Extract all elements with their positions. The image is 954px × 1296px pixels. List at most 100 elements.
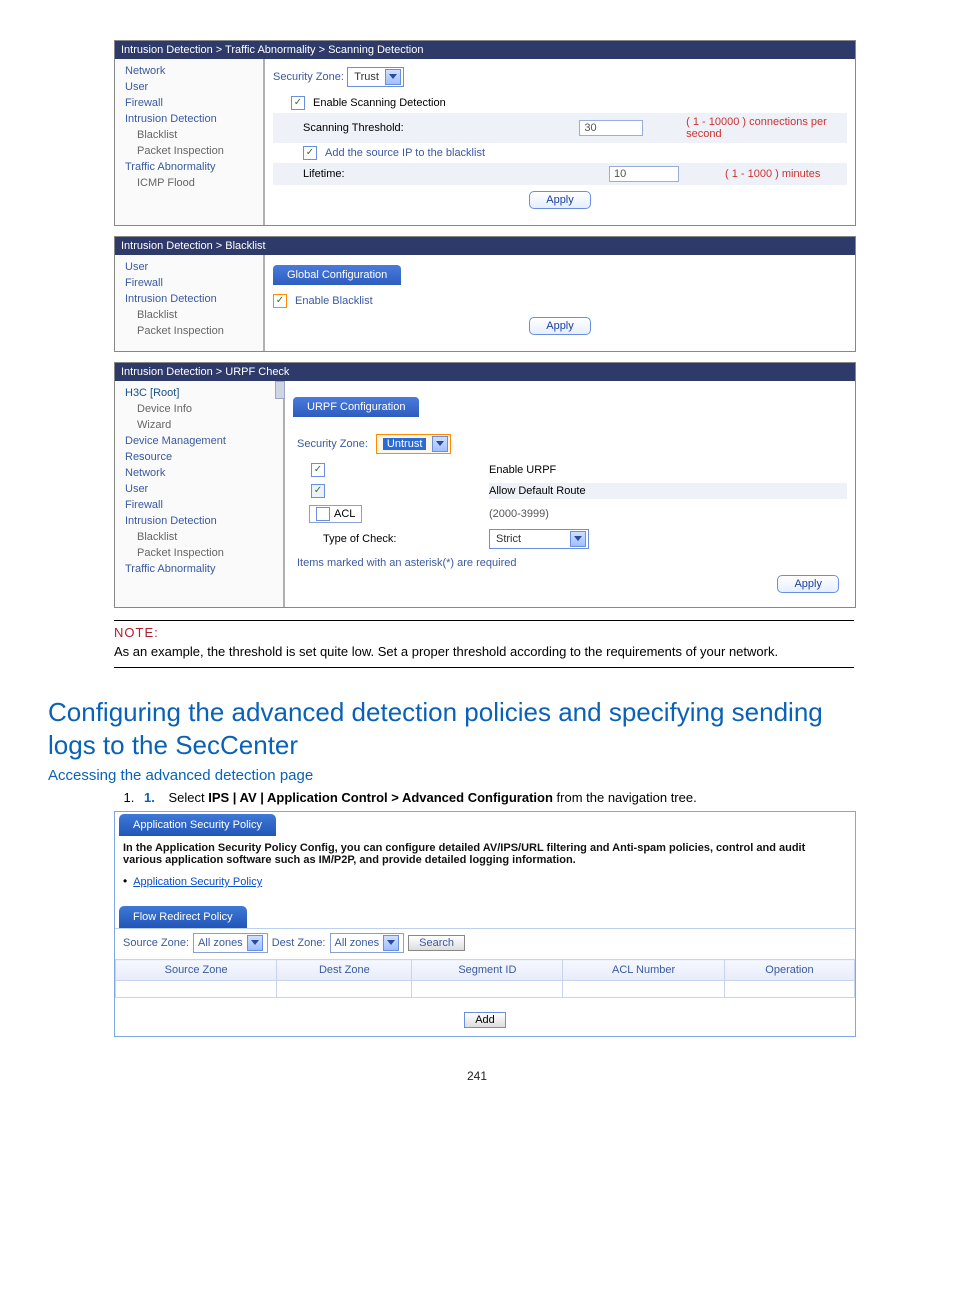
- acl-inner-checkbox[interactable]: [316, 507, 330, 521]
- flow-redirect-table: Source Zone Dest Zone Segment ID ACL Num…: [115, 959, 855, 998]
- nav-network[interactable]: Network: [115, 63, 263, 79]
- security-zone-value: Trust: [354, 71, 379, 83]
- acl-checkbox[interactable]: ACL: [309, 505, 362, 523]
- scroll-handle[interactable]: [275, 381, 285, 399]
- required-note: Items marked with an asterisk(*) are req…: [293, 553, 847, 569]
- security-zone-label: Security Zone:: [273, 71, 344, 83]
- enable-urpf-checkbox[interactable]: [311, 463, 325, 477]
- nav-packet-inspection[interactable]: Packet Inspection: [115, 323, 263, 339]
- col-operation[interactable]: Operation: [724, 960, 854, 981]
- nav-firewall[interactable]: Firewall: [115, 275, 263, 291]
- chevron-down-icon[interactable]: [247, 935, 263, 951]
- nav-firewall[interactable]: Firewall: [115, 95, 263, 111]
- add-source-label: Add the source IP to the blacklist: [325, 147, 485, 159]
- step-1-prefix: Select: [168, 790, 208, 805]
- col-dest-zone[interactable]: Dest Zone: [277, 960, 412, 981]
- chevron-down-icon[interactable]: [432, 436, 448, 452]
- acl-hint: (2000-3999): [489, 508, 847, 520]
- chevron-down-icon[interactable]: [385, 69, 401, 85]
- nav-resource[interactable]: Resource: [115, 449, 283, 465]
- app-security-link[interactable]: Application Security Policy: [133, 876, 262, 888]
- acl-label: ACL: [334, 508, 355, 520]
- nav-user[interactable]: User: [115, 481, 283, 497]
- add-button[interactable]: Add: [464, 1012, 506, 1028]
- security-zone-label: Security Zone:: [297, 438, 368, 450]
- type-label: Type of Check:: [309, 533, 396, 545]
- nav-traffic-abnormality[interactable]: Traffic Abnormality: [115, 159, 263, 175]
- step-1-suffix: from the navigation tree.: [553, 790, 697, 805]
- nav-user[interactable]: User: [115, 79, 263, 95]
- nav-packet-inspection[interactable]: Packet Inspection: [115, 545, 283, 561]
- nav-device-mgmt[interactable]: Device Management: [115, 433, 283, 449]
- nav-tree: H3C [Root] Device Info Wizard Device Man…: [115, 381, 285, 607]
- threshold-input[interactable]: 30: [579, 120, 643, 136]
- app-security-desc: In the Application Security Policy Confi…: [115, 836, 855, 868]
- nav-blacklist[interactable]: Blacklist: [115, 127, 263, 143]
- step-number: 1.: [144, 790, 155, 805]
- step-1: 1. Select IPS | AV | Application Control…: [138, 790, 954, 805]
- subsection-title: Accessing the advanced detection page: [48, 767, 954, 784]
- table-row: [116, 981, 855, 998]
- nav-network[interactable]: Network: [115, 465, 283, 481]
- type-select[interactable]: Strict: [489, 529, 589, 549]
- chevron-down-icon[interactable]: [383, 935, 399, 951]
- enable-scanning-label: Enable Scanning Detection: [313, 97, 446, 109]
- lifetime-input[interactable]: 10: [609, 166, 679, 182]
- apply-button[interactable]: Apply: [777, 575, 839, 593]
- nav-user[interactable]: User: [115, 259, 263, 275]
- type-value: Strict: [496, 533, 521, 545]
- nav-device-info[interactable]: Device Info: [115, 401, 283, 417]
- col-source-zone[interactable]: Source Zone: [116, 960, 277, 981]
- enable-urpf-label: Enable URPF: [489, 464, 847, 476]
- apply-button[interactable]: Apply: [529, 191, 591, 209]
- nav-root[interactable]: H3C [Root]: [115, 385, 283, 401]
- section-title: Configuring the advanced detection polic…: [48, 696, 848, 761]
- breadcrumb: Intrusion Detection > Traffic Abnormalit…: [115, 41, 855, 59]
- nav-tree: User Firewall Intrusion Detection Blackl…: [115, 255, 265, 351]
- page-number: 241: [0, 1069, 954, 1083]
- src-zone-select[interactable]: All zones: [193, 933, 268, 953]
- nav-wizard[interactable]: Wizard: [115, 417, 283, 433]
- nav-icmp-flood[interactable]: ICMP Flood: [115, 175, 263, 191]
- src-zone-label: Source Zone:: [123, 937, 189, 949]
- nav-blacklist[interactable]: Blacklist: [115, 529, 283, 545]
- security-zone-select[interactable]: Trust: [347, 67, 404, 87]
- enable-blacklist-label: Enable Blacklist: [295, 295, 373, 307]
- app-security-panel: Application Security Policy In the Appli…: [114, 811, 856, 1037]
- allow-default-checkbox[interactable]: [311, 484, 325, 498]
- dst-zone-value: All zones: [335, 937, 380, 949]
- breadcrumb: Intrusion Detection > URPF Check: [115, 363, 855, 381]
- security-zone-select[interactable]: Untrust: [376, 434, 451, 454]
- nav-firewall[interactable]: Firewall: [115, 497, 283, 513]
- threshold-hint: ( 1 - 10000 ) connections per second: [686, 116, 847, 140]
- col-segment-id[interactable]: Segment ID: [412, 960, 563, 981]
- urpf-config-tab[interactable]: URPF Configuration: [293, 397, 419, 417]
- apply-button[interactable]: Apply: [529, 317, 591, 335]
- chevron-down-icon[interactable]: [570, 531, 586, 547]
- col-acl-number[interactable]: ACL Number: [563, 960, 725, 981]
- allow-default-label: Allow Default Route: [489, 483, 847, 499]
- note-body: As an example, the threshold is set quit…: [114, 640, 854, 668]
- enable-scanning-checkbox[interactable]: [291, 96, 305, 110]
- dst-zone-select[interactable]: All zones: [330, 933, 405, 953]
- step-1-bold: IPS | AV | Application Control > Advance…: [208, 790, 553, 805]
- app-security-tab[interactable]: Application Security Policy: [119, 814, 276, 836]
- lifetime-hint: ( 1 - 1000 ) minutes: [725, 168, 820, 180]
- nav-intrusion-detection[interactable]: Intrusion Detection: [115, 111, 263, 127]
- global-config-tab[interactable]: Global Configuration: [273, 265, 401, 285]
- breadcrumb: Intrusion Detection > Blacklist: [115, 237, 855, 255]
- security-zone-value: Untrust: [383, 438, 426, 450]
- search-button[interactable]: Search: [408, 935, 465, 951]
- threshold-label: Scanning Threshold:: [291, 122, 447, 134]
- flow-redirect-tab[interactable]: Flow Redirect Policy: [119, 906, 247, 928]
- lifetime-label: Lifetime:: [291, 168, 463, 180]
- add-source-checkbox[interactable]: [303, 146, 317, 160]
- nav-blacklist[interactable]: Blacklist: [115, 307, 263, 323]
- nav-traffic-abnormality[interactable]: Traffic Abnormality: [115, 561, 283, 577]
- nav-packet-inspection[interactable]: Packet Inspection: [115, 143, 263, 159]
- nav-intrusion-detection[interactable]: Intrusion Detection: [115, 291, 263, 307]
- nav-intrusion-detection[interactable]: Intrusion Detection: [115, 513, 283, 529]
- note-heading: NOTE:: [114, 620, 854, 640]
- step-list: 1. Select IPS | AV | Application Control…: [138, 790, 954, 805]
- enable-blacklist-checkbox[interactable]: [273, 294, 287, 308]
